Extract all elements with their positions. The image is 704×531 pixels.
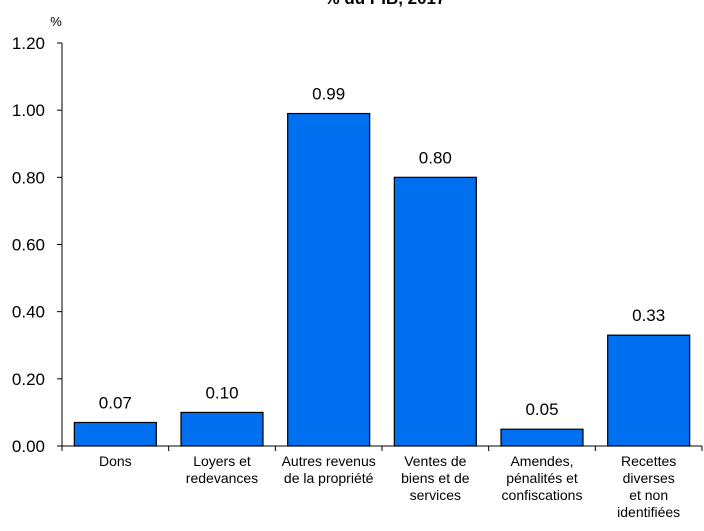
data-label: 0.99 — [312, 85, 345, 104]
y-tick-label: 0.20 — [12, 370, 45, 389]
bar — [180, 411, 264, 447]
plot-area: 0.00 0.20 0.40 0.60 0.80 1.00 1.20 0.07 Dons 0.10… — [12, 34, 703, 520]
bar — [607, 334, 691, 447]
data-label: 0.33 — [632, 306, 665, 325]
chart-title: % du PIB, 2017 — [325, 0, 446, 8]
y-tick-label: 1.20 — [12, 34, 45, 53]
x-category-label: Dons — [99, 453, 132, 469]
y-axis-unit-label: % — [50, 14, 62, 29]
y-tick-label: 0.40 — [12, 303, 45, 322]
bar — [73, 421, 157, 447]
data-label: 0.05 — [525, 400, 558, 419]
bar — [393, 176, 477, 447]
y-tick-label: 0.60 — [12, 236, 45, 255]
x-category-label: Autres revenus de la propriété — [282, 453, 376, 486]
bar — [500, 428, 584, 447]
bar — [287, 112, 371, 447]
data-label: 0.10 — [205, 383, 238, 402]
y-tick-label: 0.80 — [12, 168, 45, 187]
data-label: 0.80 — [419, 148, 452, 167]
y-tick-label: 0.00 — [12, 437, 45, 456]
x-category-label: Loyers et redevances — [186, 453, 258, 486]
y-tick-label: 1.00 — [12, 101, 45, 120]
data-label: 0.07 — [99, 393, 132, 412]
x-category-label: Recettes diverses et non identifiées — [617, 453, 680, 520]
x-category-label: Ventes de biens et de services — [401, 453, 470, 503]
x-category-label: Amendes, pénalités et confiscations — [502, 453, 583, 503]
